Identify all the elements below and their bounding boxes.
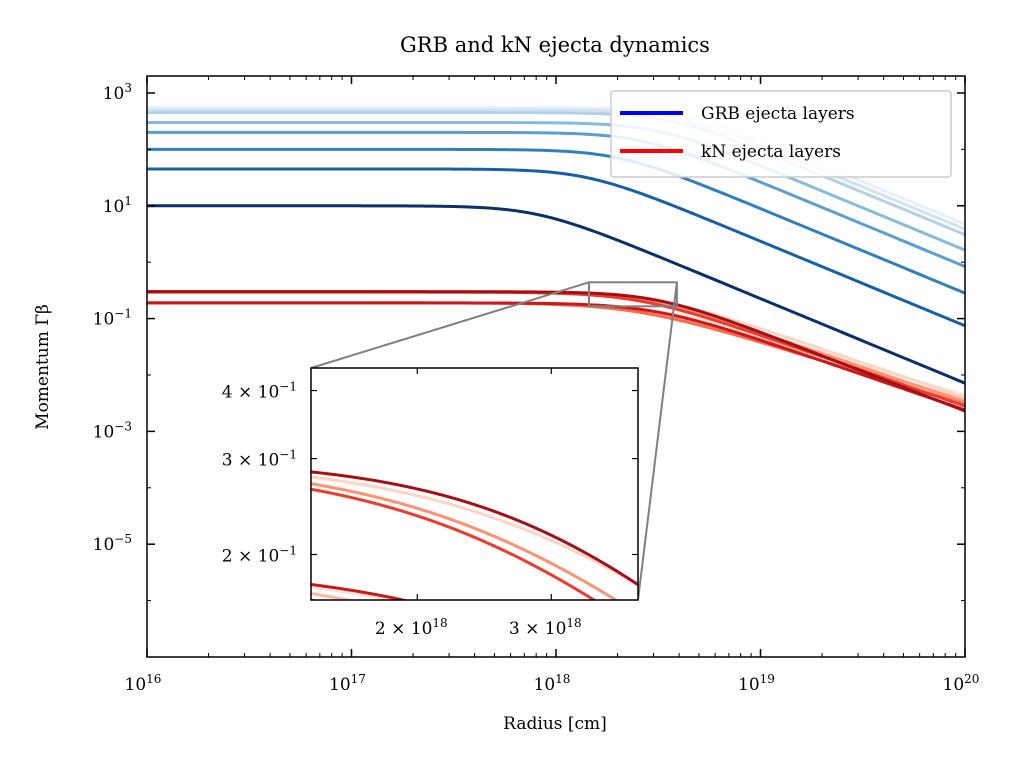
inset-kn-layer-line xyxy=(311,583,410,600)
x-tick-label: 1019 xyxy=(738,672,775,695)
kn-layer-line xyxy=(147,301,965,412)
zoom-connector xyxy=(310,281,590,369)
legend: GRB ejecta layers kN ejecta layers xyxy=(610,90,952,178)
chart-title: GRB and kN ejecta dynamics xyxy=(400,33,710,57)
x-tick-label: 1018 xyxy=(534,672,571,695)
grb-layer-line xyxy=(147,167,965,328)
inset-kn-layer-line xyxy=(311,470,638,586)
inset-kn-layer-line xyxy=(311,592,356,600)
inset-kn-layer-line xyxy=(311,585,400,600)
grb-layer-line xyxy=(147,130,965,268)
inset-y-tick-label: 4 × 10−1 xyxy=(222,380,297,403)
inset-x-tick-label: 2 × 1018 xyxy=(375,616,448,639)
legend-label-grb: GRB ejecta layers xyxy=(701,104,855,124)
y-axis-label: Momentum Γβ xyxy=(33,304,53,430)
grb-layer-line xyxy=(147,147,965,295)
y-axis: 103 101 10−1 10−3 10−5 xyxy=(93,81,965,658)
inset-kn-layer-line xyxy=(311,475,638,587)
x-axis-label: Radius [cm] xyxy=(503,714,607,734)
inset-y-tick-label: 3 × 10−1 xyxy=(222,448,297,471)
y-tick-label: 101 xyxy=(103,194,132,217)
inset-frame xyxy=(310,367,639,601)
grb-layer-line xyxy=(147,120,965,252)
y-tick-label: 10−1 xyxy=(93,307,132,330)
grb-layer-line xyxy=(147,111,965,237)
y-tick-label: 10−5 xyxy=(93,532,132,555)
inset-x-tick-label: 3 × 1018 xyxy=(509,616,582,639)
inset-kn-layer-line xyxy=(311,598,319,600)
inset-axes: 2 × 1018 3 × 1018 4 × 10−1 3 × 10−1 2 × 10−1 xyxy=(222,0,639,639)
x-tick-label: 1017 xyxy=(329,672,366,695)
grb-layer-line xyxy=(147,204,965,385)
zoom-connector xyxy=(637,282,678,601)
y-tick-label: 103 xyxy=(103,81,132,104)
legend-label-kn: kN ejecta layers xyxy=(701,142,841,162)
y-tick-label: 10−3 xyxy=(93,419,132,442)
x-tick-label: 1016 xyxy=(125,672,162,695)
inset-grb-layer-line xyxy=(311,0,638,192)
inset-y-tick-label: 2 × 10−1 xyxy=(222,543,297,566)
zoom-box xyxy=(310,281,678,601)
inset-kn-layer-line xyxy=(311,482,619,600)
legend-box xyxy=(610,90,952,178)
inset-kn-layer-line xyxy=(311,487,597,600)
zoom-region xyxy=(587,281,678,308)
x-tick-label: 1020 xyxy=(943,672,980,695)
x-axis: 1016 1017 1018 1019 1020 xyxy=(125,76,980,695)
